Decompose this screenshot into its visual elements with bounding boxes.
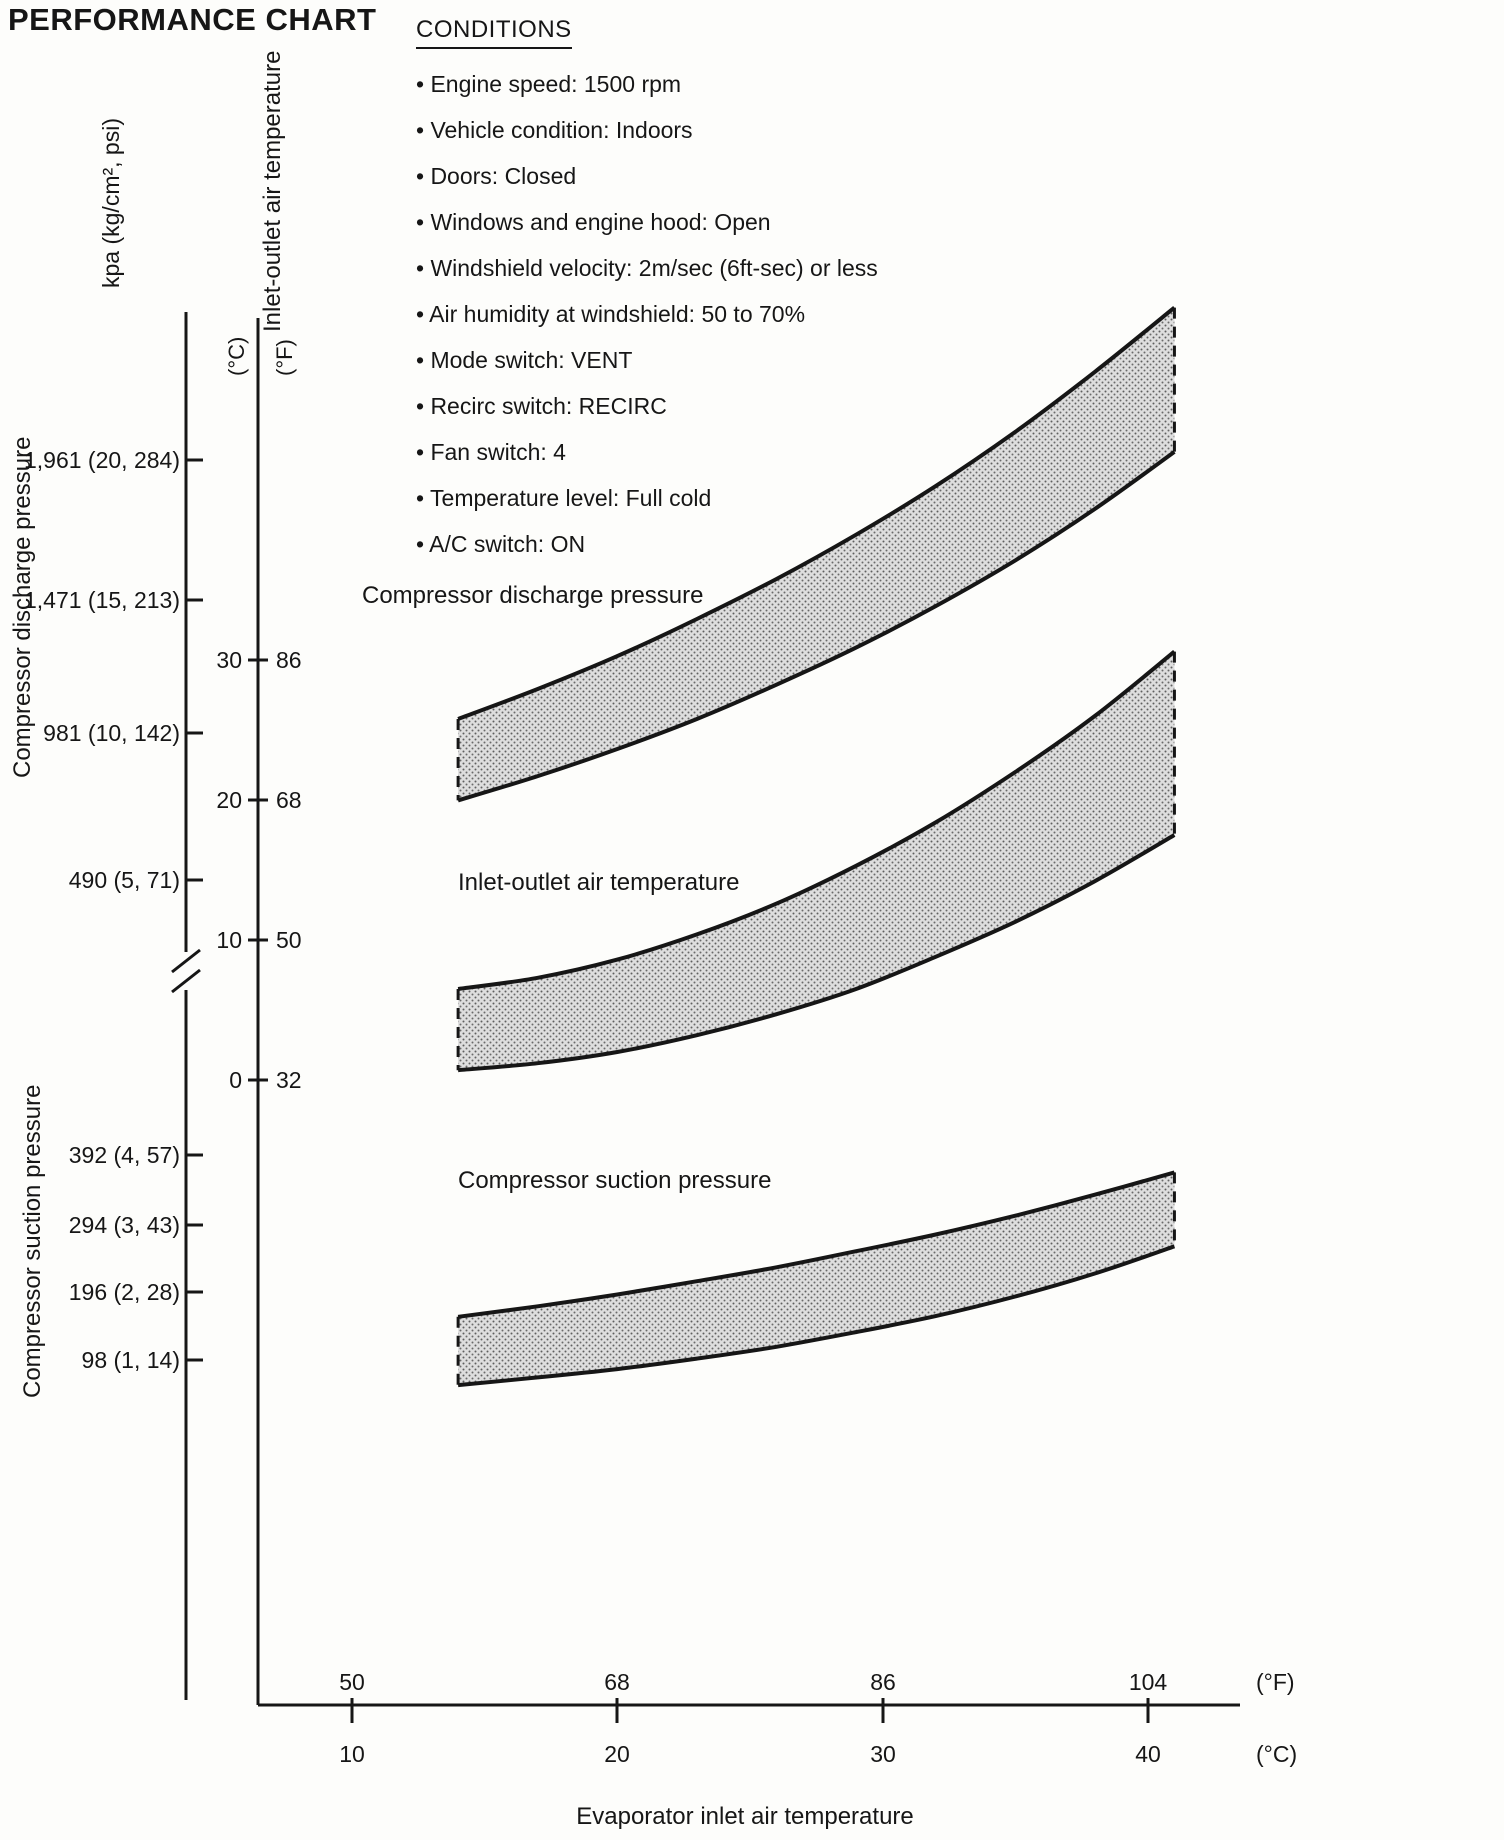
condition-item: • Air humidity at windshield: 50 to 70% xyxy=(416,301,806,327)
band-0-fill xyxy=(458,307,1175,801)
x-unit-c-label: (°C) xyxy=(1256,1741,1297,1767)
x-tick-f: 86 xyxy=(870,1669,896,1695)
temp-tick-c: 30 xyxy=(216,647,242,673)
band-2-upper-edge xyxy=(457,1170,1175,1319)
temp-axis: 30 20 10 0 86 68 50 32 (°C) (°F) Inlet-o… xyxy=(216,51,302,1705)
temp-unit-c-label: (°C) xyxy=(224,337,249,376)
condition-item: • Doors: Closed xyxy=(416,163,577,189)
axis-break-slash xyxy=(171,968,201,994)
x-axis-title: Evaporator inlet air temperature xyxy=(576,1803,914,1830)
pressure-tick-label: 98 (1, 14) xyxy=(82,1347,180,1373)
condition-item: • Windshield velocity: 2m/sec (6ft-sec) … xyxy=(416,255,878,281)
condition-item: • Windows and engine hood: Open xyxy=(416,209,771,235)
conditions-panel: CONDITIONS • Engine speed: 1500 rpm • Ve… xyxy=(416,16,1036,577)
x-unit-f-label: (°F) xyxy=(1256,1669,1295,1695)
pressure-axis: 1,961 (20, 284) 1,471 (15, 213) 981 (10,… xyxy=(9,118,203,1700)
pressure-tick-label: 1,961 (20, 284) xyxy=(24,447,180,473)
band-1-upper-edge xyxy=(457,650,1176,991)
x-tick-c: 20 xyxy=(604,1741,630,1767)
discharge-axis-title: Compressor discharge pressure xyxy=(9,437,36,778)
suction-axis-title: Compressor suction pressure xyxy=(19,1085,46,1398)
axis-break-slash xyxy=(171,948,201,974)
x-tick-c: 10 xyxy=(339,1741,365,1767)
band-annotations: Compressor discharge pressure Inlet-outl… xyxy=(362,582,771,1194)
condition-item: • Engine speed: 1500 rpm xyxy=(416,71,682,97)
condition-item: • Temperature level: Full cold xyxy=(416,485,712,511)
pressure-tick-label: 196 (2, 28) xyxy=(69,1279,180,1305)
conditions-heading: CONDITIONS xyxy=(416,16,572,49)
band-2-lower-edge xyxy=(457,1244,1176,1388)
pressure-tick-label: 490 (5, 71) xyxy=(69,867,180,893)
x-axis: 50 68 86 104 (°F) 10 20 30 40 (°C) Evapo… xyxy=(258,1669,1297,1830)
condition-item: • Vehicle condition: Indoors xyxy=(416,117,693,143)
temp-axis-title: Inlet-outlet air temperature xyxy=(259,51,286,332)
temp-tick-c: 10 xyxy=(216,927,242,953)
condition-item: • Mode switch: VENT xyxy=(416,347,633,373)
band-0-upper-edge xyxy=(457,306,1176,721)
temp-tick-f: 32 xyxy=(276,1067,302,1093)
page-title: PERFORMANCE CHART xyxy=(8,2,377,37)
temp-tick-f: 50 xyxy=(276,927,302,953)
temp-tick-f: 86 xyxy=(276,647,302,673)
condition-item: • Fan switch: 4 xyxy=(416,439,566,465)
pressure-tick-label: 294 (3, 43) xyxy=(69,1212,180,1238)
pressure-unit-label: kpa (kg/cm², psi) xyxy=(98,118,124,288)
pressure-tick-label: 1,471 (15, 213) xyxy=(24,587,180,613)
band-annotation: Compressor suction pressure xyxy=(458,1167,771,1194)
band-annotation: Compressor discharge pressure xyxy=(362,582,703,609)
bands-layer xyxy=(456,306,1176,1388)
temp-tick-c: 20 xyxy=(216,787,242,813)
temp-unit-f-label: (°F) xyxy=(272,339,297,376)
condition-item: • Recirc switch: RECIRC xyxy=(416,393,667,419)
band-0-lower-edge xyxy=(457,450,1176,803)
x-tick-f: 68 xyxy=(604,1669,630,1695)
band-1-lower-edge xyxy=(457,833,1176,1073)
x-tick-f: 104 xyxy=(1129,1669,1168,1695)
temp-tick-f: 68 xyxy=(276,787,302,813)
x-tick-f: 50 xyxy=(339,1669,365,1695)
x-tick-c: 40 xyxy=(1135,1741,1161,1767)
pressure-tick-label: 981 (10, 142) xyxy=(43,720,180,746)
x-tick-c: 30 xyxy=(870,1741,896,1767)
temp-tick-c: 0 xyxy=(229,1067,242,1093)
pressure-tick-label: 392 (4, 57) xyxy=(69,1142,180,1168)
band-annotation: Inlet-outlet air temperature xyxy=(458,869,739,896)
band-2-fill xyxy=(458,1172,1175,1386)
band-1-fill xyxy=(458,651,1175,1071)
condition-item: • A/C switch: ON xyxy=(416,531,586,557)
